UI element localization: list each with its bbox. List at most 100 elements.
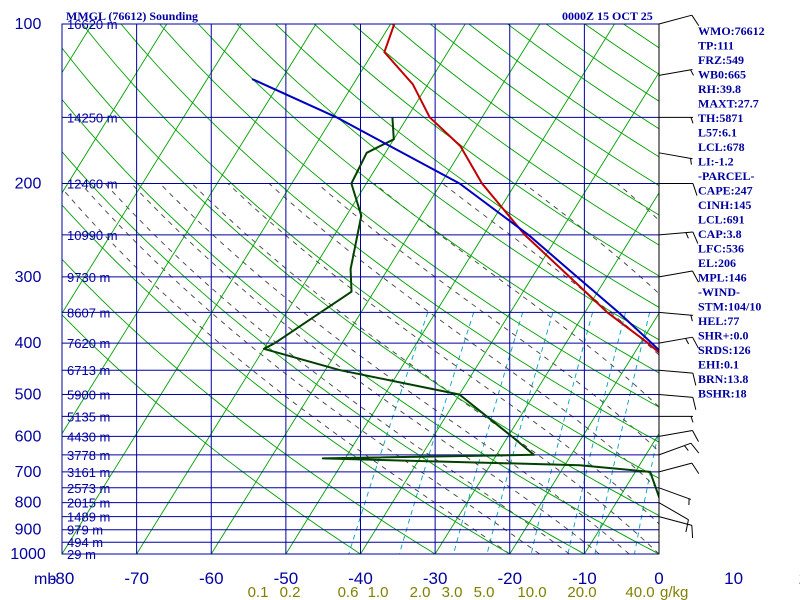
index-entry: RH:39.8 — [698, 82, 741, 96]
temperature-tick-label: -10 — [572, 569, 597, 588]
wind-barb-shaft — [658, 68, 693, 76]
isotherm — [360, 71, 659, 554]
index-entry: TH:5871 — [698, 111, 743, 125]
wind-barb — [658, 516, 694, 539]
mixing-ratio-line — [348, 312, 429, 554]
wind-barb-shaft — [658, 369, 693, 374]
index-entry: MAXT:27.7 — [698, 97, 759, 111]
wind-barb-flag — [692, 397, 697, 410]
pressure-tick-label: 800 — [15, 495, 42, 512]
pressure-tick-label: 600 — [15, 428, 42, 445]
wind-barb-shaft — [658, 502, 689, 521]
pressure-tick-label: 500 — [15, 386, 42, 403]
index-entry: LCL:678 — [698, 140, 745, 154]
index-entry: STM:104/10 — [698, 300, 761, 314]
height-label: 29 m — [67, 547, 96, 562]
wind-barb — [658, 231, 699, 244]
index-entry: LFC:536 — [698, 242, 744, 256]
temperature-tick-label: -30 — [423, 569, 448, 588]
height-label: 6713 m — [67, 363, 110, 378]
height-label: 979 m — [67, 523, 103, 538]
mixing-ratio-unit: g/kg — [660, 584, 688, 600]
mixing-ratio-label: 2.0 — [410, 584, 431, 600]
index-entry: LI:-1.2 — [698, 155, 734, 169]
temperature-tick-label: 0 — [654, 569, 663, 588]
pressure-tick-label: 1000 — [10, 546, 46, 563]
parcel-line — [251, 78, 659, 352]
wind-barb — [658, 311, 693, 322]
index-entry: CINH:145 — [698, 198, 751, 212]
index-entry: LCL:691 — [698, 213, 745, 227]
index-entry: L57:6.1 — [698, 126, 737, 140]
wind-barb-shaft — [658, 487, 692, 500]
isotherm — [434, 192, 659, 554]
wind-barb-flag — [692, 270, 699, 283]
wind-barb-flag — [691, 462, 700, 474]
wind-barb-half-flag — [690, 158, 692, 165]
wind-barb-shaft — [658, 430, 693, 437]
profile-lines — [251, 24, 659, 517]
isotherm — [210, 24, 541, 554]
index-entry: -PARCEL- — [698, 169, 754, 183]
dewpoint-line — [262, 117, 659, 517]
pressure-tick-label: 300 — [15, 269, 42, 286]
index-entry: SHR+:0.0 — [698, 329, 749, 343]
wind-barb-shaft — [658, 336, 693, 344]
height-label: 5900 m — [67, 387, 110, 402]
mixing-ratio-label: 5.0 — [474, 584, 495, 600]
wind-barb-shaft — [658, 311, 693, 316]
wind-barb-shaft — [658, 516, 692, 526]
index-entry: BSHR:18 — [698, 387, 747, 401]
height-label: 5135 m — [67, 409, 110, 424]
temperature-tick-label: -60 — [199, 569, 224, 588]
index-entry: WMO:76612 — [698, 24, 765, 38]
index-entry: WB0:665 — [698, 68, 746, 82]
height-label: 7620 m — [67, 336, 110, 351]
index-entry: CAPE:247 — [698, 184, 753, 198]
height-label: 2573 m — [67, 481, 110, 496]
wind-barb-flag — [685, 519, 689, 533]
temperature-tick-label: -20 — [497, 569, 522, 588]
wind-barb — [659, 415, 694, 423]
wind-barb-flag — [692, 430, 699, 442]
height-label: 12460 m — [67, 177, 118, 192]
isotherm — [136, 24, 466, 554]
mixing-ratio-line — [398, 312, 475, 554]
index-entry: -WIND- — [698, 285, 740, 299]
station-title: MMGL (76612) Sounding — [66, 9, 198, 23]
temperature-tick-label: -80 — [50, 569, 75, 588]
wind-barb-shaft — [658, 393, 693, 398]
pressure-tick-label: 100 — [15, 16, 42, 33]
isotherm — [583, 432, 659, 554]
temperature-tick-label: -40 — [348, 569, 373, 588]
wind-barb-shaft — [658, 462, 692, 473]
height-label: 8607 m — [67, 305, 110, 320]
temperature-tick-label: -70 — [124, 569, 149, 588]
isotherm — [62, 24, 242, 315]
wind-barb-flag — [692, 231, 699, 244]
wind-barb — [658, 393, 697, 410]
index-entry: EL:206 — [698, 256, 736, 270]
wind-barb-shaft — [658, 270, 693, 278]
wind-barb-half-flag — [685, 338, 690, 345]
wind-barb — [658, 487, 692, 506]
pressure-tick-label: 900 — [15, 522, 42, 539]
mixing-ratio-label: 20.0 — [567, 584, 596, 600]
wind-barb-shaft — [658, 14, 692, 25]
sounding-indices: WMO:76612TP:111FRZ:549WB0:665RH:39.8MAXT… — [698, 24, 765, 401]
height-label: 4430 m — [67, 429, 110, 444]
mixing-ratio-line — [634, 427, 659, 554]
wind-barb-half-flag — [690, 315, 693, 322]
index-entry: FRZ:549 — [698, 53, 744, 67]
isotherm — [62, 24, 168, 194]
wind-barb-flag — [690, 442, 700, 454]
mixing-ratio-label: 0.2 — [280, 584, 301, 600]
moist-adiabat — [159, 183, 630, 554]
index-entry: CAP:3.8 — [698, 227, 742, 241]
wind-barb-flag — [691, 14, 700, 27]
wind-barb-half-flag — [690, 416, 694, 423]
wind-barb — [658, 430, 699, 442]
wind-barb-shaft — [658, 231, 693, 236]
temperature-tick-label: -50 — [274, 569, 299, 588]
